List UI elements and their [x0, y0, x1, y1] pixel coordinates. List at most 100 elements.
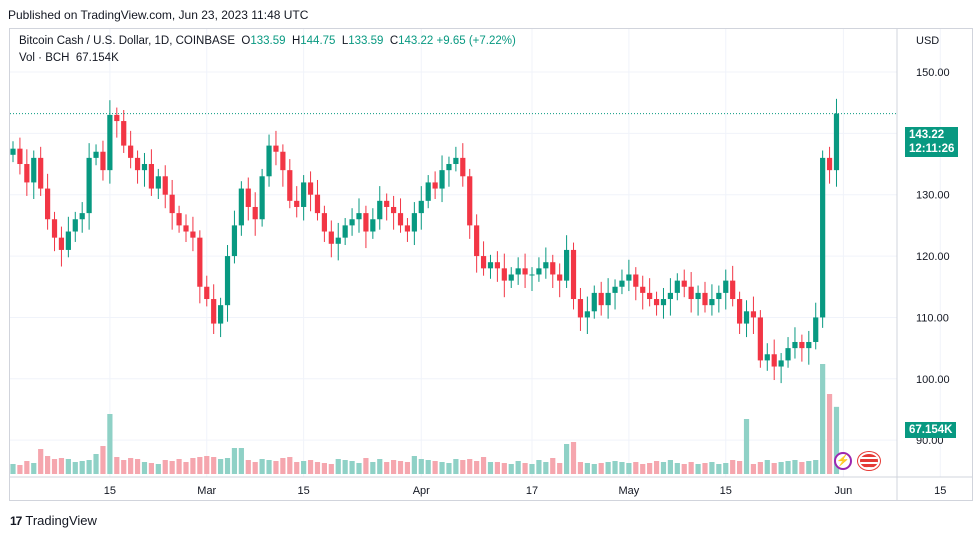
candle-body [397, 213, 404, 226]
volume-bar [716, 464, 722, 474]
volume-bar [605, 462, 611, 474]
candle-body [176, 213, 182, 226]
chart-frame[interactable] [9, 28, 973, 501]
volume-bar [287, 457, 293, 474]
volume-bar [197, 457, 203, 474]
volume-bar [792, 460, 798, 474]
volume-bar [259, 459, 265, 474]
candle-body [370, 219, 376, 232]
volume-label[interactable]: Vol · BCH [19, 52, 70, 64]
candle-body [515, 268, 521, 275]
volume-bar [757, 462, 763, 474]
volume-bar [79, 461, 85, 474]
candle-body [820, 157, 826, 318]
us-flag-icon[interactable] [858, 452, 880, 470]
candle-body [10, 148, 16, 155]
volume-bar [377, 459, 383, 474]
volume-bar [397, 461, 404, 474]
volume-bar [515, 461, 521, 474]
volume-bar [743, 419, 750, 474]
candle-body [24, 164, 30, 183]
candle-body [764, 354, 770, 361]
candle-body [688, 286, 694, 300]
candle-body [384, 200, 390, 207]
candle-body [667, 292, 673, 300]
volume-bar [570, 442, 577, 474]
volume-legend: Vol · BCH 67.154K [19, 52, 119, 64]
symbol-legend: Bitcoin Cash / U.S. Dollar, 1D, COINBASE… [19, 35, 516, 47]
volume-bar [204, 456, 210, 474]
volume-bar [349, 461, 355, 474]
candle-body [404, 225, 411, 232]
volume-bar [432, 461, 438, 474]
volume-bar [218, 459, 224, 474]
tradingview-brand[interactable]: 17 TradingView [10, 513, 97, 528]
candle-body [737, 299, 743, 324]
candle-body [501, 268, 507, 281]
candle-body [121, 121, 127, 146]
candle-body [619, 280, 625, 287]
currency-label[interactable]: USD [916, 35, 940, 47]
candle-body [716, 292, 722, 300]
volume-bar [176, 459, 182, 474]
candle-body [826, 157, 833, 171]
volume-bar [411, 456, 417, 474]
candle-body [757, 317, 763, 361]
lightning-icon[interactable]: ⚡ [834, 452, 852, 470]
candle-body [792, 341, 798, 349]
volume-bar [826, 394, 833, 474]
candle-body [653, 299, 660, 306]
candle-body [425, 182, 431, 201]
candle-body [702, 292, 708, 306]
volume-bar [439, 462, 445, 474]
y-tick-label: 90.00 [916, 435, 944, 447]
candle-body [38, 157, 44, 189]
last-price-value: 143.22 [909, 129, 945, 141]
candle-body [245, 188, 251, 207]
volume-bar [155, 464, 161, 474]
volume-bar [100, 446, 106, 474]
volume-bar [280, 458, 286, 474]
volume-bar [114, 457, 120, 474]
candle-body [633, 274, 639, 287]
candle-body [294, 200, 300, 207]
candle-body [17, 148, 23, 165]
x-tick-label: Mar [197, 485, 216, 497]
candle-body [79, 213, 85, 220]
candle-body [204, 286, 210, 300]
candle-body [640, 286, 646, 293]
volume-bar [660, 462, 667, 474]
x-tick-label: 15 [720, 485, 732, 497]
volume-bar [342, 460, 348, 474]
candle-body [660, 299, 667, 306]
candle-body [467, 176, 473, 226]
candle-body [58, 237, 65, 250]
volume-bar [806, 461, 812, 474]
candle-body [723, 280, 729, 293]
candle-body [162, 176, 168, 195]
volume-bar [536, 460, 542, 474]
candle-body [418, 200, 424, 214]
candle-body [100, 151, 106, 171]
open-label: O [241, 35, 251, 47]
countdown-value: 12:11:26 [909, 143, 955, 155]
x-tick-label: 15 [104, 485, 116, 497]
candle-body [335, 237, 341, 244]
candle-body [45, 188, 51, 220]
symbol-title[interactable]: Bitcoin Cash / U.S. Dollar, 1D, COINBASE [19, 35, 236, 47]
volume-bar [529, 464, 535, 474]
volume-bar [640, 464, 646, 474]
volume-bar [501, 463, 507, 474]
volume-bar [38, 449, 44, 474]
y-tick-label: 100.00 [916, 374, 950, 386]
volume-bar [813, 460, 819, 474]
volume-bar [134, 459, 141, 474]
volume-bar [453, 459, 459, 474]
volume-bar [425, 460, 431, 474]
candle-body [695, 292, 701, 300]
candle-body [134, 157, 141, 171]
volume-bar [577, 462, 584, 474]
candle-body [190, 231, 196, 238]
brand-name: TradingView [25, 513, 97, 528]
